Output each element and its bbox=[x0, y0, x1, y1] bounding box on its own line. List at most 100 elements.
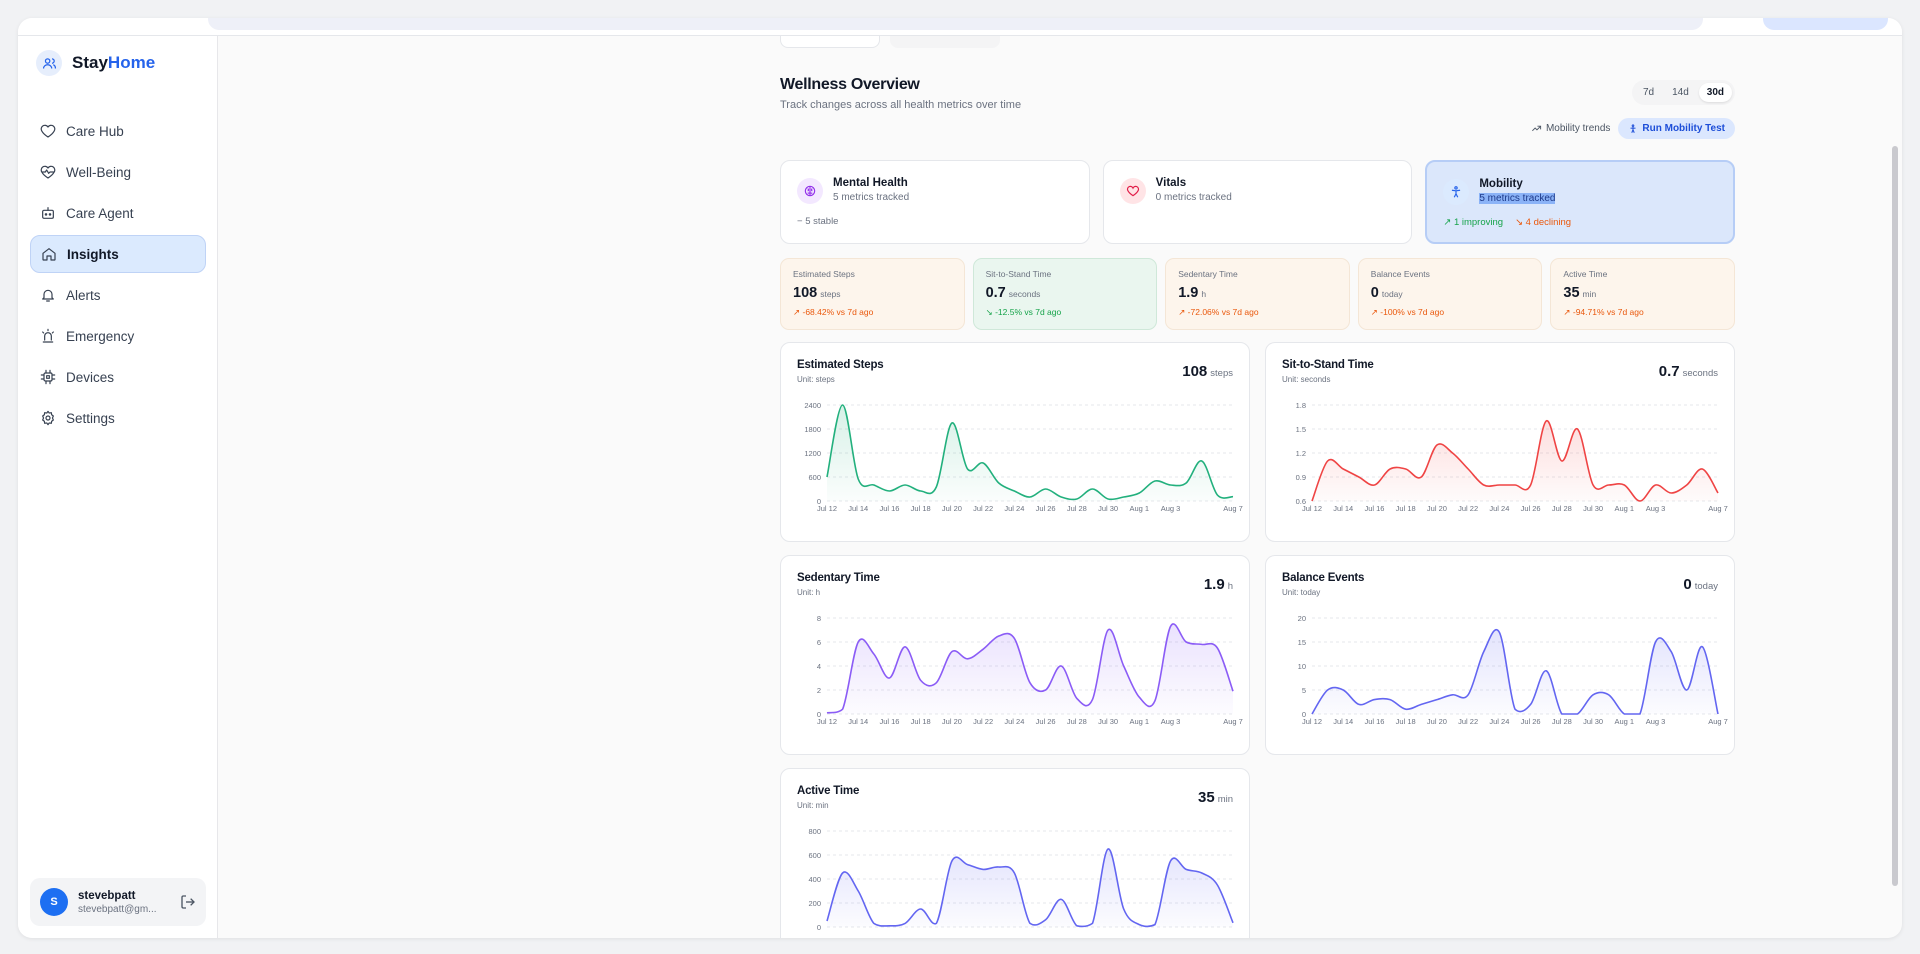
data-point[interactable] bbox=[1715, 711, 1721, 717]
user-card[interactable]: S stevebpatt stevebpatt@gm... bbox=[30, 878, 206, 926]
sidebar-item-care-hub[interactable]: Care Hub bbox=[30, 112, 206, 150]
data-point[interactable] bbox=[965, 466, 971, 472]
data-point[interactable] bbox=[1183, 639, 1189, 645]
data-point[interactable] bbox=[1089, 697, 1095, 703]
toolbar-tab[interactable] bbox=[890, 34, 1000, 48]
data-point[interactable] bbox=[1528, 482, 1534, 488]
data-point[interactable] bbox=[1637, 498, 1643, 504]
data-point[interactable] bbox=[1214, 645, 1220, 651]
sidebar-item-well-being[interactable]: Well-Being bbox=[30, 153, 206, 191]
data-point[interactable] bbox=[1058, 663, 1064, 669]
data-point[interactable] bbox=[1637, 711, 1643, 717]
data-point[interactable] bbox=[933, 484, 939, 490]
data-point[interactable] bbox=[1230, 920, 1236, 926]
metric-card-balance-events[interactable]: Balance Events 0 today ↗ -100% vs 7d ago bbox=[1357, 258, 1543, 330]
data-point[interactable] bbox=[1559, 711, 1565, 717]
range-7d[interactable]: 7d bbox=[1642, 87, 1655, 98]
data-point[interactable] bbox=[1089, 486, 1095, 492]
data-point[interactable] bbox=[871, 920, 877, 926]
data-point[interactable] bbox=[1434, 697, 1440, 703]
data-point[interactable] bbox=[1356, 474, 1362, 480]
data-point[interactable] bbox=[1074, 695, 1080, 701]
data-point[interactable] bbox=[1105, 627, 1111, 633]
data-point[interactable] bbox=[1684, 687, 1690, 693]
data-point[interactable] bbox=[1450, 450, 1456, 456]
data-point[interactable] bbox=[1356, 701, 1362, 707]
data-point[interactable] bbox=[1699, 644, 1705, 650]
data-point[interactable] bbox=[1183, 866, 1189, 872]
data-point[interactable] bbox=[1027, 494, 1033, 500]
data-point[interactable] bbox=[902, 482, 908, 488]
data-point[interactable] bbox=[980, 646, 986, 652]
data-point[interactable] bbox=[1418, 474, 1424, 480]
data-point[interactable] bbox=[1403, 466, 1409, 472]
data-point[interactable] bbox=[1152, 922, 1158, 928]
data-point[interactable] bbox=[1590, 482, 1596, 488]
data-point[interactable] bbox=[1465, 692, 1471, 698]
data-point[interactable] bbox=[1590, 692, 1596, 698]
data-point[interactable] bbox=[1325, 458, 1331, 464]
data-point[interactable] bbox=[840, 402, 846, 408]
data-point[interactable] bbox=[1340, 687, 1346, 693]
category-card-vitals[interactable]: Vitals 0 metrics tracked bbox=[1102, 160, 1413, 244]
data-point[interactable] bbox=[855, 476, 861, 482]
data-point[interactable] bbox=[1058, 896, 1064, 902]
data-point[interactable] bbox=[1481, 649, 1487, 655]
sidebar-item-alerts[interactable]: Alerts bbox=[30, 276, 206, 314]
data-point[interactable] bbox=[918, 906, 924, 912]
data-point[interactable] bbox=[949, 420, 955, 426]
data-point[interactable] bbox=[1199, 458, 1205, 464]
data-point[interactable] bbox=[1543, 418, 1549, 424]
data-point[interactable] bbox=[1136, 922, 1142, 928]
data-point[interactable] bbox=[949, 858, 955, 864]
data-point[interactable] bbox=[1653, 482, 1659, 488]
data-point[interactable] bbox=[1606, 692, 1612, 698]
data-point[interactable] bbox=[1371, 697, 1377, 703]
data-point[interactable] bbox=[871, 651, 877, 657]
data-point[interactable] bbox=[1011, 488, 1017, 494]
data-point[interactable] bbox=[1496, 482, 1502, 488]
toolbar-tab[interactable] bbox=[780, 34, 880, 48]
data-point[interactable] bbox=[1496, 629, 1502, 635]
data-point[interactable] bbox=[1199, 870, 1205, 876]
data-point[interactable] bbox=[1183, 480, 1189, 486]
series-line[interactable] bbox=[1311, 420, 1719, 502]
metric-card-sit-to-stand-time[interactable]: Sit-to-Stand Time 0.7 seconds ↘ -12.5% vs 7… bbox=[972, 258, 1158, 330]
data-point[interactable] bbox=[996, 864, 1002, 870]
data-point[interactable] bbox=[1011, 635, 1017, 641]
data-point[interactable] bbox=[996, 633, 1002, 639]
data-point[interactable] bbox=[1684, 482, 1690, 488]
data-point[interactable] bbox=[1214, 492, 1220, 498]
data-point[interactable] bbox=[1309, 498, 1315, 504]
data-point[interactable] bbox=[1011, 870, 1017, 876]
data-point[interactable] bbox=[1668, 490, 1674, 496]
data-point[interactable] bbox=[1136, 490, 1142, 496]
series-line[interactable] bbox=[826, 848, 1234, 928]
data-point[interactable] bbox=[1543, 668, 1549, 674]
data-point[interactable] bbox=[1214, 882, 1220, 888]
metric-card-active-time[interactable]: Active Time 35 min ↗ -94.71% vs 7d ago bbox=[1550, 258, 1735, 330]
data-point[interactable] bbox=[1105, 496, 1111, 502]
sidebar-item-emergency[interactable]: Emergency bbox=[30, 317, 206, 355]
data-point[interactable] bbox=[902, 920, 908, 926]
series-line[interactable] bbox=[826, 404, 1234, 501]
data-point[interactable] bbox=[1074, 496, 1080, 502]
data-point[interactable] bbox=[886, 923, 892, 929]
data-point[interactable] bbox=[1027, 920, 1033, 926]
data-point[interactable] bbox=[1105, 846, 1111, 852]
search-bar[interactable] bbox=[208, 18, 1703, 30]
data-point[interactable] bbox=[1481, 482, 1487, 488]
category-card-mental-health[interactable]: Mental Health 5 metrics tracked − 5 stable bbox=[780, 160, 1090, 244]
data-point[interactable] bbox=[1168, 858, 1174, 864]
data-point[interactable] bbox=[980, 460, 986, 466]
data-point[interactable] bbox=[1027, 680, 1033, 686]
data-point[interactable] bbox=[824, 710, 830, 716]
series-line[interactable] bbox=[1311, 629, 1719, 715]
metric-card-estimated-steps[interactable]: Estimated Steps 108 steps ↗ -68.42% vs 7d a… bbox=[780, 258, 965, 330]
scrollbar[interactable] bbox=[1892, 146, 1898, 886]
data-point[interactable] bbox=[996, 480, 1002, 486]
data-point[interactable] bbox=[1121, 906, 1127, 912]
data-point[interactable] bbox=[1621, 482, 1627, 488]
range-30d[interactable]: 30d bbox=[1698, 83, 1732, 102]
data-point[interactable] bbox=[1309, 711, 1315, 717]
